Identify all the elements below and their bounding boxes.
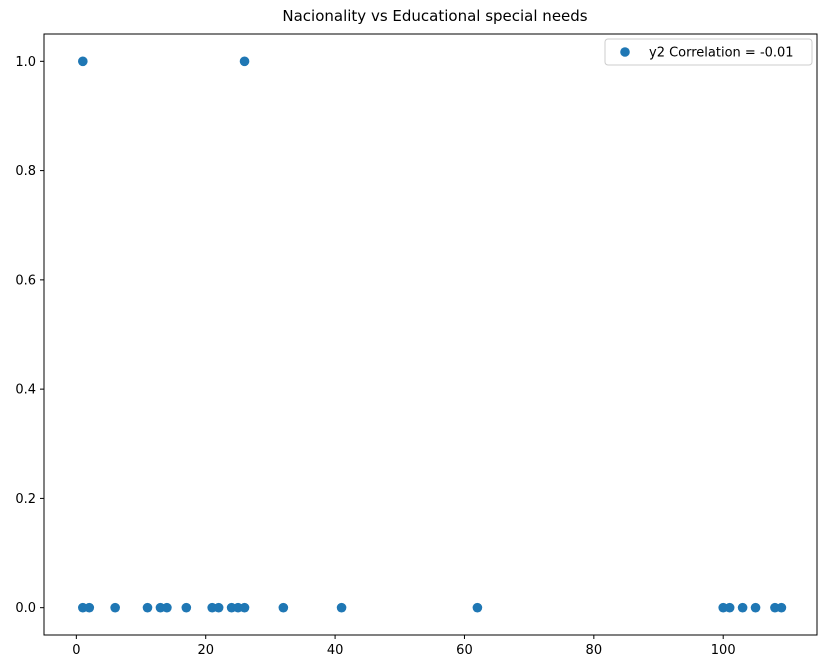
- x-tick-label: 0: [72, 643, 80, 658]
- y-tick-label: 0.2: [15, 492, 36, 507]
- y-tick-label: 1.0: [15, 55, 36, 70]
- scatter-point: [776, 602, 787, 613]
- scatter-point: [278, 602, 289, 613]
- plot-frame: [43, 33, 818, 636]
- y-tick-label: 0.0: [15, 601, 36, 616]
- scatter-point: [213, 602, 224, 613]
- legend-label: y2 Correlation = -0.01: [649, 46, 794, 61]
- scatter-point: [750, 602, 761, 613]
- x-tick-label: 60: [456, 643, 473, 658]
- x-tick-label: 40: [327, 643, 344, 658]
- legend: y2 Correlation = -0.01: [604, 38, 813, 66]
- scatter-point: [239, 602, 250, 613]
- scatter-point: [239, 56, 250, 67]
- scatter-point: [84, 602, 95, 613]
- y-tick-label: 0.8: [15, 164, 36, 179]
- scatter-point: [110, 602, 120, 613]
- scatter-point: [336, 602, 347, 613]
- points-layer: [78, 56, 787, 613]
- axes-layer: 0 20 40 60 80 100 0.0 0.2 0.4 0.6 0.8 1.0: [15, 33, 818, 658]
- scatter-point: [142, 602, 153, 613]
- x-tick-label: 20: [197, 643, 214, 658]
- x-tick-label: 100: [711, 643, 736, 658]
- scatter-point: [162, 602, 172, 613]
- legend-box: [604, 38, 813, 66]
- scatter-point: [724, 602, 735, 613]
- chart-title: Nacionality vs Educational special needs: [282, 7, 587, 25]
- x-tick-label: 80: [586, 643, 603, 658]
- scatter-point: [472, 602, 483, 613]
- legend-marker: [620, 47, 630, 57]
- scatter-point: [181, 602, 192, 613]
- scatter-point: [78, 56, 88, 67]
- scatter-point: [737, 602, 748, 613]
- y-tick-label: 0.6: [15, 273, 36, 288]
- y-tick-label: 0.4: [15, 383, 36, 398]
